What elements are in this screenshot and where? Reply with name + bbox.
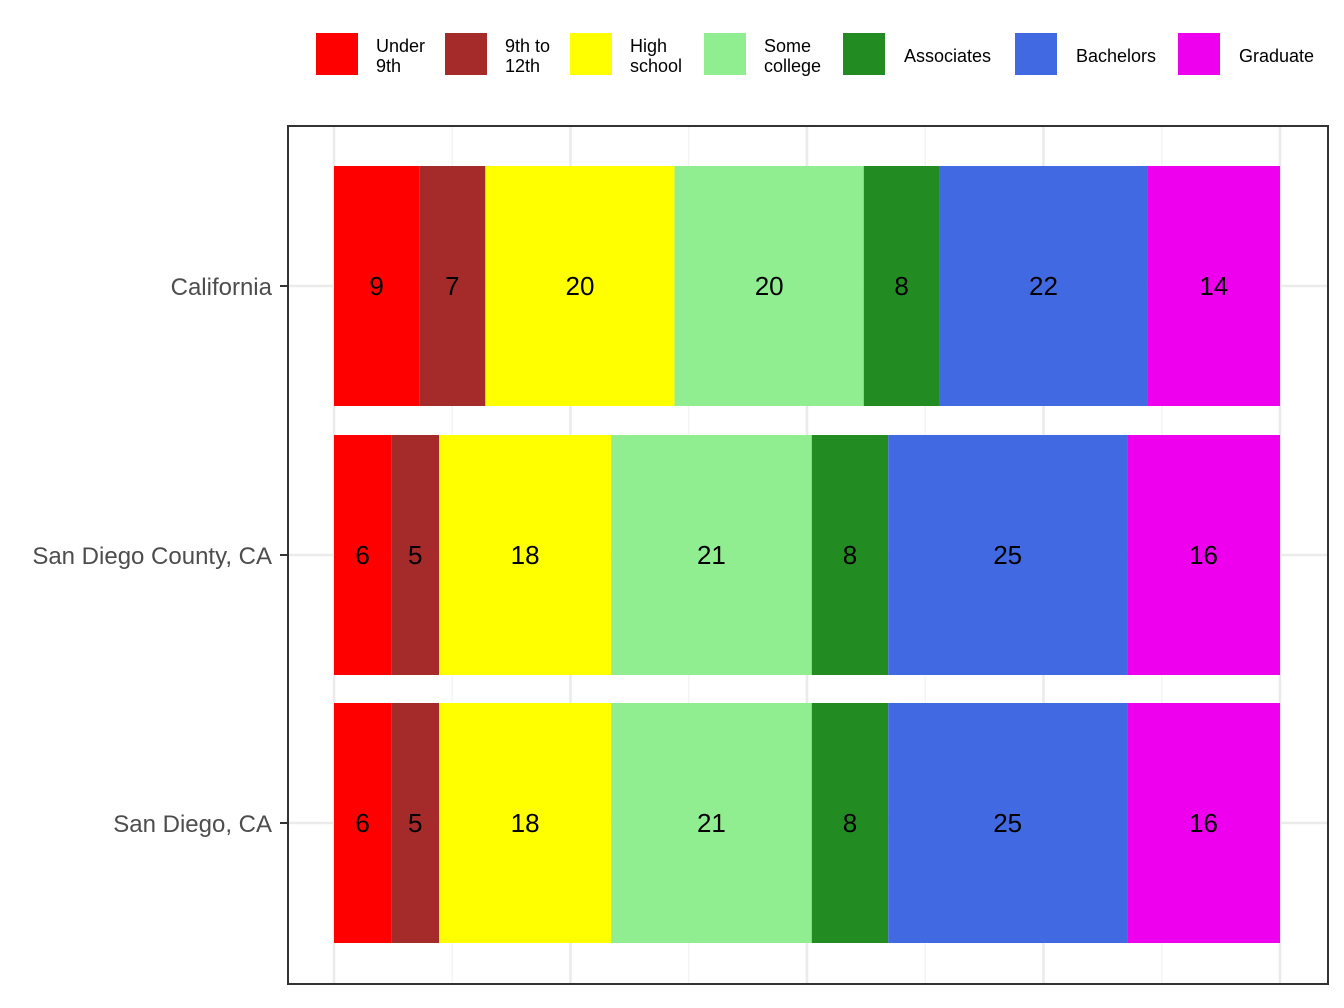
legend-key-9th-to-12th: [445, 33, 487, 75]
legend-label-under-9th: Under 9th: [376, 36, 425, 76]
data-label-san-diego-county-ca-under-9th: 6: [355, 540, 369, 570]
bar-california-9th-to-12th: [419, 166, 486, 406]
data-label-san-diego-ca-associates: 8: [843, 808, 857, 838]
data-label-san-diego-ca-graduate: 16: [1189, 808, 1218, 838]
legend-label-high-school: High school: [630, 36, 682, 76]
data-label-san-diego-county-ca-9th-to-12th: 5: [408, 540, 422, 570]
legend-key-graduate: [1178, 33, 1220, 75]
legend-item-under-9th: Under 9th: [316, 33, 425, 76]
y-tick-label-california: California: [171, 274, 273, 301]
legend: Under 9th 9th to 12th High school Some college A…: [316, 33, 1314, 76]
bar-san-diego-ca-under-9th: [334, 703, 392, 943]
bar-san-diego-ca-9th-to-12th: [391, 703, 440, 943]
legend-key-under-9th: [316, 33, 358, 75]
bar-row-san-diego-ca: 6 5 18 21 8 25 16: [334, 703, 1280, 943]
data-label-san-diego-ca-9th-to-12th: 5: [408, 808, 422, 838]
bar-san-diego-ca-graduate: [1127, 703, 1280, 943]
y-axis: California San Diego County, CA San Diego,…: [32, 274, 288, 838]
bar-row-san-diego-county-ca: 6 5 18 21 8 25 16: [334, 435, 1280, 675]
bar-san-diego-ca-bachelors: [888, 703, 1128, 943]
data-label-california-9th-to-12th: 7: [445, 271, 459, 301]
bar-san-diego-county-ca-9th-to-12th: [391, 435, 440, 675]
bar-san-diego-county-ca-under-9th: [334, 435, 392, 675]
legend-key-some-college: [704, 33, 746, 75]
legend-label-some-college: Some college: [764, 36, 821, 76]
bar-california-some-college: [674, 166, 864, 406]
legend-item-associates: Associates: [843, 33, 991, 75]
data-label-san-diego-ca-some-college: 21: [697, 808, 726, 838]
bar-california-graduate: [1147, 166, 1280, 406]
legend-label-associates: Associates: [904, 46, 991, 66]
bars: 9 7 20 20 8 22 14 6 5 18 21 8 25 16 6 5 18 21 8 25 16: [334, 166, 1280, 943]
legend-item-graduate: Graduate: [1178, 33, 1314, 75]
y-tick-label-san-diego-county-ca: San Diego County, CA: [32, 543, 272, 570]
bar-san-diego-county-ca-some-college: [611, 435, 812, 675]
bar-san-diego-county-ca-associates: [811, 435, 889, 675]
bar-california-associates: [863, 166, 940, 406]
legend-item-9th-to-12th: 9th to 12th: [445, 33, 550, 76]
bar-california-high-school: [485, 166, 675, 406]
bar-san-diego-ca-some-college: [611, 703, 812, 943]
legend-item-bachelors: Bachelors: [1015, 33, 1156, 75]
legend-key-bachelors: [1015, 33, 1057, 75]
data-label-california-some-college: 20: [755, 271, 784, 301]
y-tick-label-san-diego-ca: San Diego, CA: [113, 811, 272, 838]
bar-san-diego-ca-associates: [811, 703, 889, 943]
data-label-san-diego-county-ca-associates: 8: [843, 540, 857, 570]
bar-california-under-9th: [334, 166, 420, 406]
bar-san-diego-ca-high-school: [439, 703, 612, 943]
legend-label-bachelors: Bachelors: [1076, 46, 1156, 66]
legend-label-9th-to-12th: 9th to 12th: [505, 36, 550, 76]
legend-item-high-school: High school: [570, 33, 682, 76]
data-label-san-diego-county-ca-high-school: 18: [511, 540, 540, 570]
data-label-california-high-school: 20: [565, 271, 594, 301]
bar-row-california: 9 7 20 20 8 22 14: [334, 166, 1280, 406]
data-label-california-graduate: 14: [1199, 271, 1228, 301]
bar-san-diego-county-ca-bachelors: [888, 435, 1128, 675]
data-label-california-bachelors: 22: [1029, 271, 1058, 301]
legend-key-associates: [843, 33, 885, 75]
bar-san-diego-county-ca-graduate: [1127, 435, 1280, 675]
data-label-san-diego-ca-under-9th: 6: [355, 808, 369, 838]
bar-california-bachelors: [939, 166, 1148, 406]
legend-item-some-college: Some college: [704, 33, 821, 76]
data-label-san-diego-county-ca-some-college: 21: [697, 540, 726, 570]
legend-key-high-school: [570, 33, 612, 75]
data-label-san-diego-county-ca-graduate: 16: [1189, 540, 1218, 570]
data-label-california-associates: 8: [894, 271, 908, 301]
plot-panel: 9 7 20 20 8 22 14 6 5 18 21 8 25 16 6 5 18 21 8 25 16: [287, 125, 1329, 985]
bar-san-diego-county-ca-high-school: [439, 435, 612, 675]
data-label-san-diego-ca-high-school: 18: [511, 808, 540, 838]
data-label-california-under-9th: 9: [369, 271, 383, 301]
legend-label-graduate: Graduate: [1239, 46, 1314, 66]
data-label-san-diego-county-ca-bachelors: 25: [993, 540, 1022, 570]
data-label-san-diego-ca-bachelors: 25: [993, 808, 1022, 838]
